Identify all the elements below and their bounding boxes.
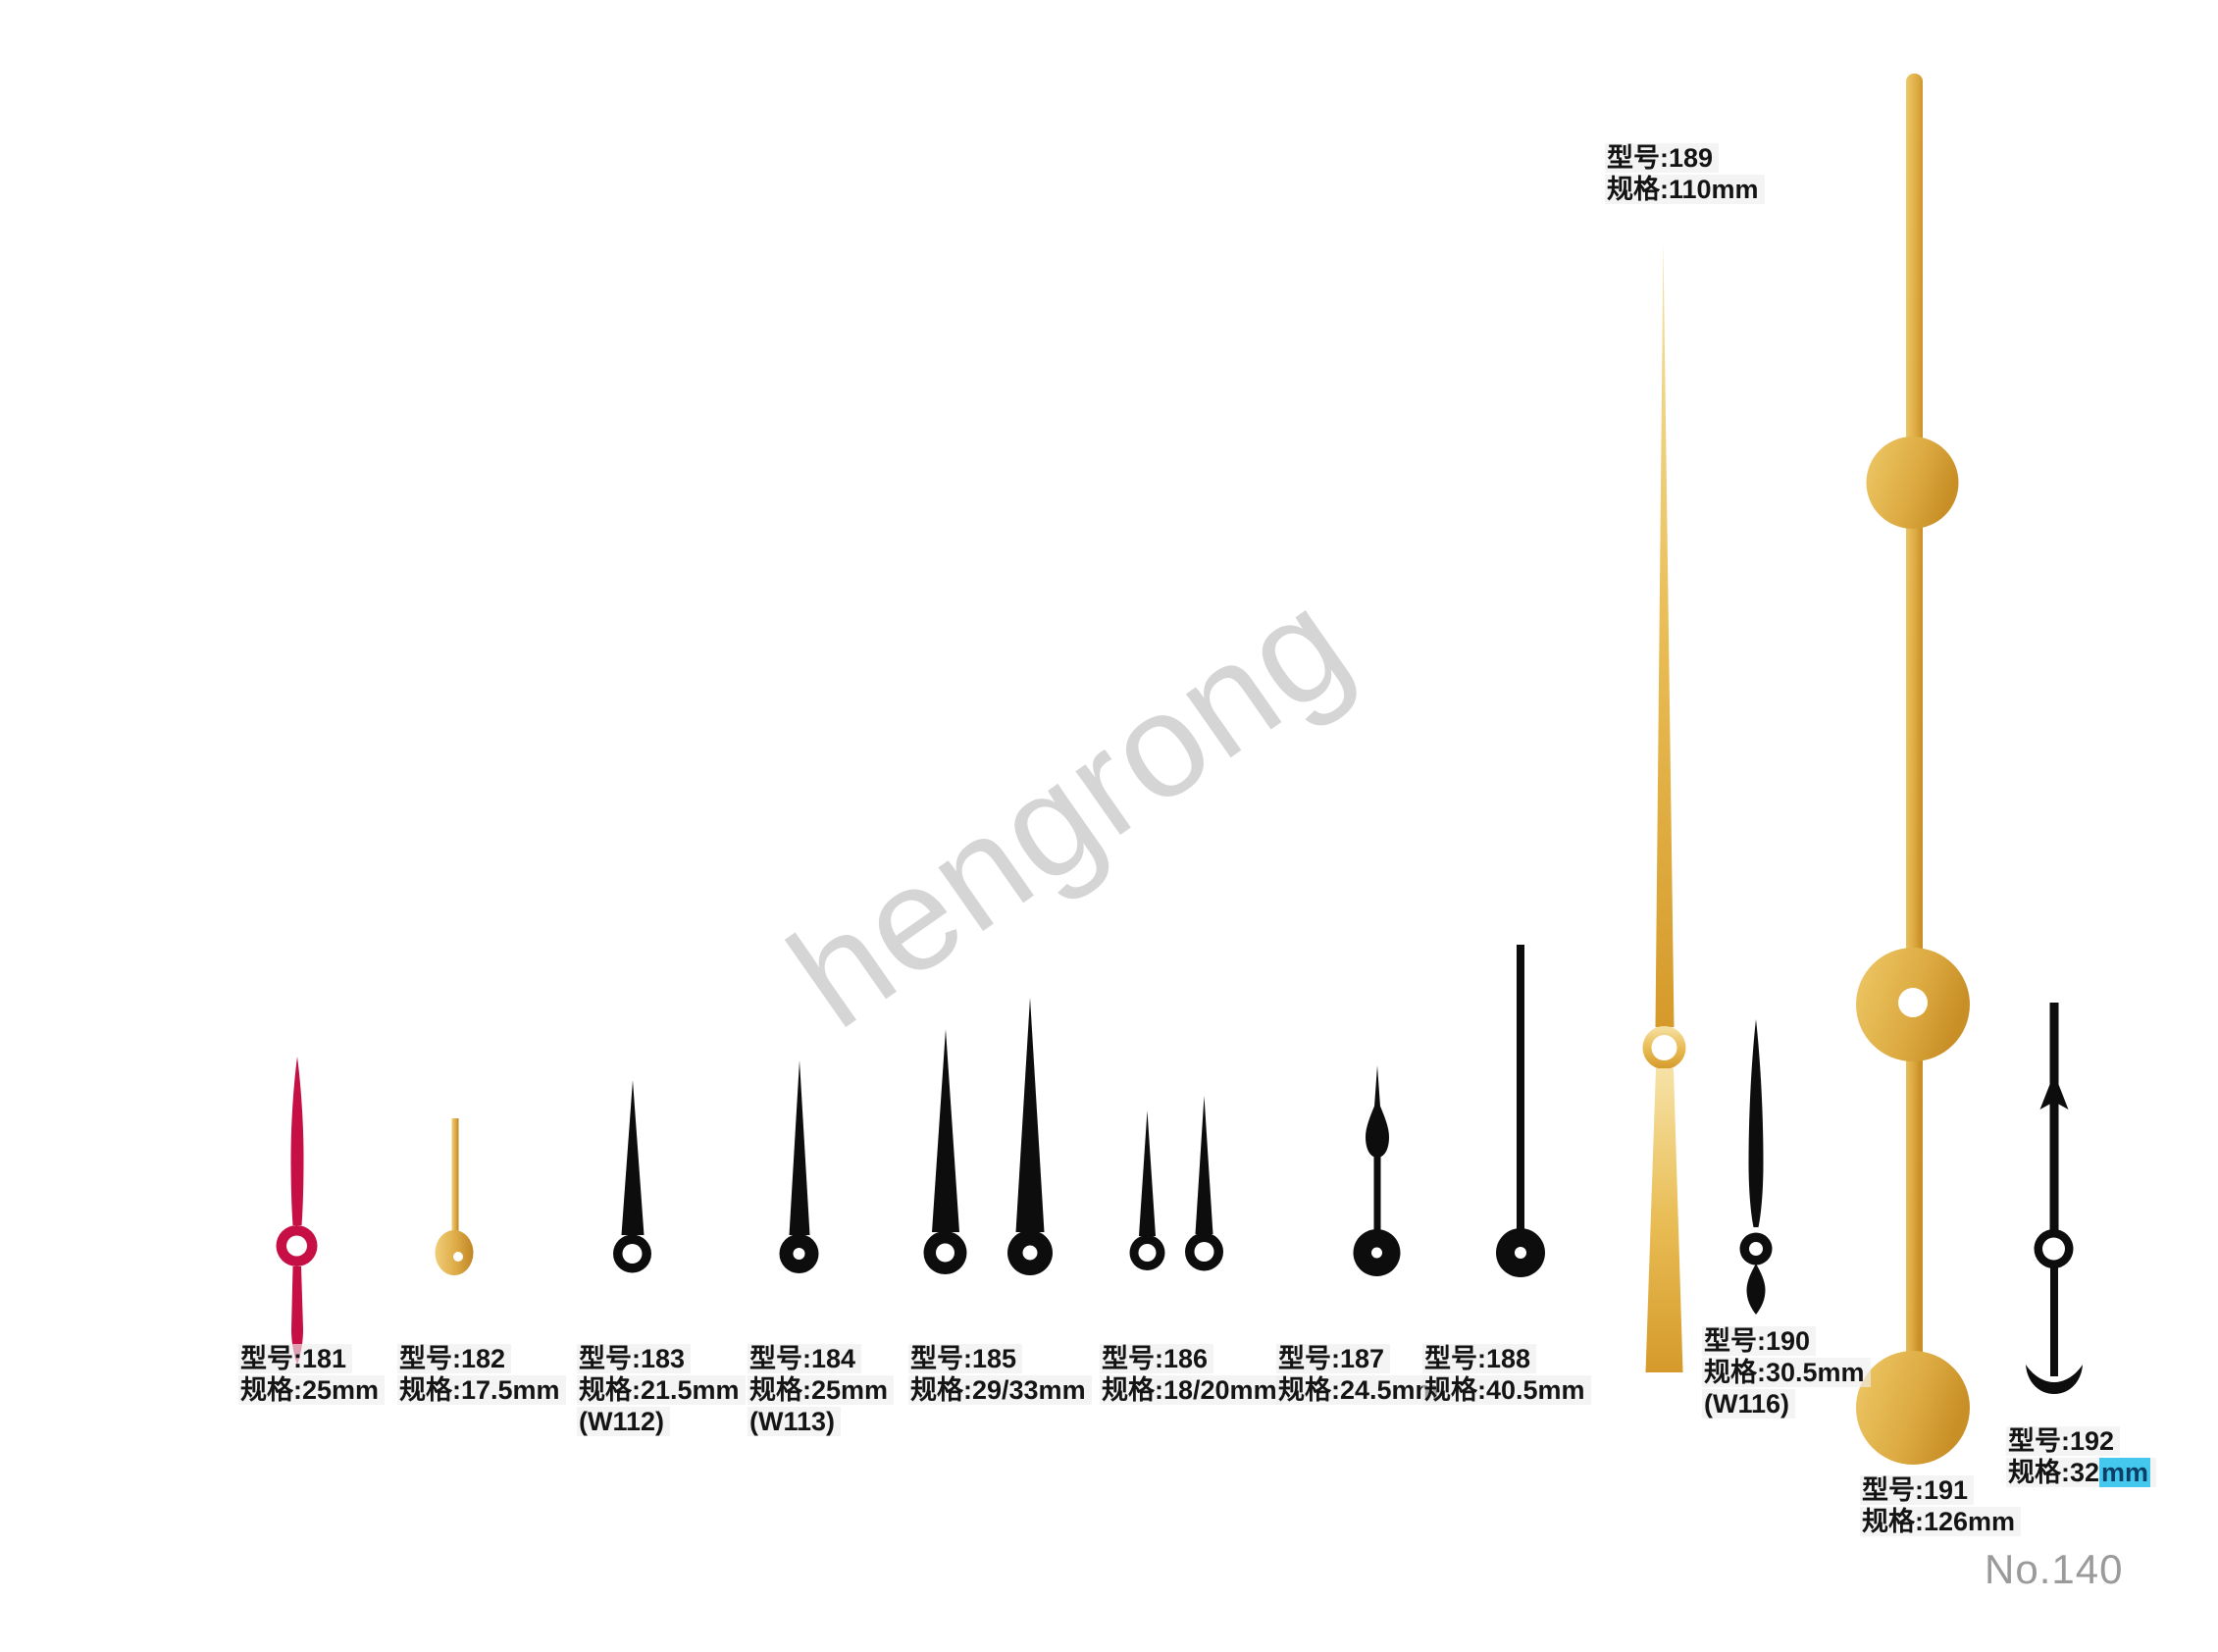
label-185: 型号:185 规格:29/33mm [908, 1344, 1092, 1407]
clock-hand-185-long [1007, 998, 1053, 1275]
model-185: 型号:185 [908, 1344, 1023, 1373]
clock-hand-188-straight [1496, 945, 1545, 1277]
spec-185: 规格:29/33mm [908, 1375, 1092, 1405]
hub-hole-192 [2042, 1237, 2065, 1261]
model-183: 型号:183 [577, 1344, 692, 1373]
spec-192: 规格:32mm [2006, 1458, 2157, 1487]
spec-183: 规格:21.5mm [577, 1375, 746, 1405]
label-192: 型号:192 规格:32mm [2006, 1426, 2157, 1489]
spec-181: 规格:25mm [238, 1375, 386, 1405]
model-184: 型号:184 [748, 1344, 862, 1373]
model-181: 型号:181 [238, 1344, 353, 1373]
model-188: 型号:188 [1422, 1344, 1537, 1373]
label-190: 型号:190 规格:30.5mm (W116) [1702, 1326, 1871, 1420]
model-190: 型号:190 [1702, 1326, 1817, 1356]
hub-hole-181 [286, 1235, 307, 1257]
spec-190: 规格:30.5mm [1702, 1358, 1871, 1387]
page-number: No.140 [1985, 1546, 2124, 1592]
clock-hand-190-pendant [1739, 1019, 1773, 1315]
hub-hole-186a [1138, 1244, 1157, 1262]
model-186: 型号:186 [1100, 1344, 1214, 1373]
hub-hole-185a [936, 1243, 954, 1263]
clock-hand-185-short [923, 1029, 967, 1274]
label-188: 型号:188 规格:40.5mm [1422, 1344, 1591, 1407]
variant-183: (W112) [577, 1407, 671, 1436]
hub-hole-187 [1371, 1247, 1382, 1259]
spec-192-value: 规格:32 [2008, 1458, 2100, 1487]
pendulum-rod-191-gold [1856, 74, 1970, 1465]
hub-hole-182 [453, 1252, 463, 1262]
spec-191: 规格:126mm [1860, 1507, 2022, 1536]
clock-hand-181-red [276, 1057, 318, 1365]
hub-hole-183 [622, 1244, 643, 1264]
spec-192-highlighted-unit: mm [2099, 1458, 2151, 1487]
clock-hand-186-short [1129, 1110, 1165, 1270]
hub-hole-184 [793, 1248, 805, 1260]
clock-hand-183-black [613, 1080, 651, 1273]
pendulum-bob-191 [1856, 1351, 1970, 1465]
label-182: 型号:182 规格:17.5mm [397, 1344, 566, 1407]
label-184: 型号:184 规格:25mm (W113) [748, 1344, 895, 1438]
hub-hole-189 [1651, 1035, 1677, 1060]
clock-hand-187-teardrop [1353, 1065, 1401, 1276]
clock-hand-186-long [1185, 1096, 1223, 1271]
model-191: 型号:191 [1860, 1475, 1975, 1505]
spec-187: 规格:24.5mm [1276, 1375, 1445, 1405]
clock-hand-189-gold-long [1642, 241, 1686, 1372]
label-181: 型号:181 规格:25mm [238, 1344, 386, 1407]
hub-hole-191 [1898, 988, 1928, 1017]
model-192: 型号:192 [2006, 1426, 2121, 1456]
spec-188: 规格:40.5mm [1422, 1375, 1591, 1405]
label-191: 型号:191 规格:126mm [1860, 1475, 2022, 1538]
label-189: 型号:189 规格:110mm [1605, 143, 1765, 206]
clock-hand-182-gold [435, 1118, 474, 1275]
clock-hand-192-arrow-crescent [2026, 1003, 2083, 1394]
hub-hole-185b [1022, 1245, 1038, 1261]
spec-184: 规格:25mm [748, 1375, 895, 1405]
model-189: 型号:189 [1605, 143, 1720, 173]
variant-190: (W116) [1702, 1389, 1796, 1419]
clock-hand-184-black [779, 1060, 819, 1273]
spec-186: 规格:18/20mm [1100, 1375, 1283, 1405]
label-183: 型号:183 规格:21.5mm (W112) [577, 1344, 746, 1438]
spec-182: 规格:17.5mm [397, 1375, 566, 1405]
spec-189: 规格:110mm [1605, 175, 1765, 204]
hub-hole-186b [1194, 1242, 1214, 1262]
hub-hole-190 [1749, 1242, 1763, 1256]
variant-184: (W113) [748, 1407, 842, 1436]
hub-hole-188 [1515, 1247, 1526, 1259]
arrow-tip-192 [2039, 1073, 2069, 1110]
label-186: 型号:186 规格:18/20mm [1100, 1344, 1283, 1407]
crescent-tail-192 [2026, 1365, 2083, 1394]
label-187: 型号:187 规格:24.5mm [1276, 1344, 1445, 1407]
model-182: 型号:182 [397, 1344, 512, 1373]
model-187: 型号:187 [1276, 1344, 1391, 1373]
